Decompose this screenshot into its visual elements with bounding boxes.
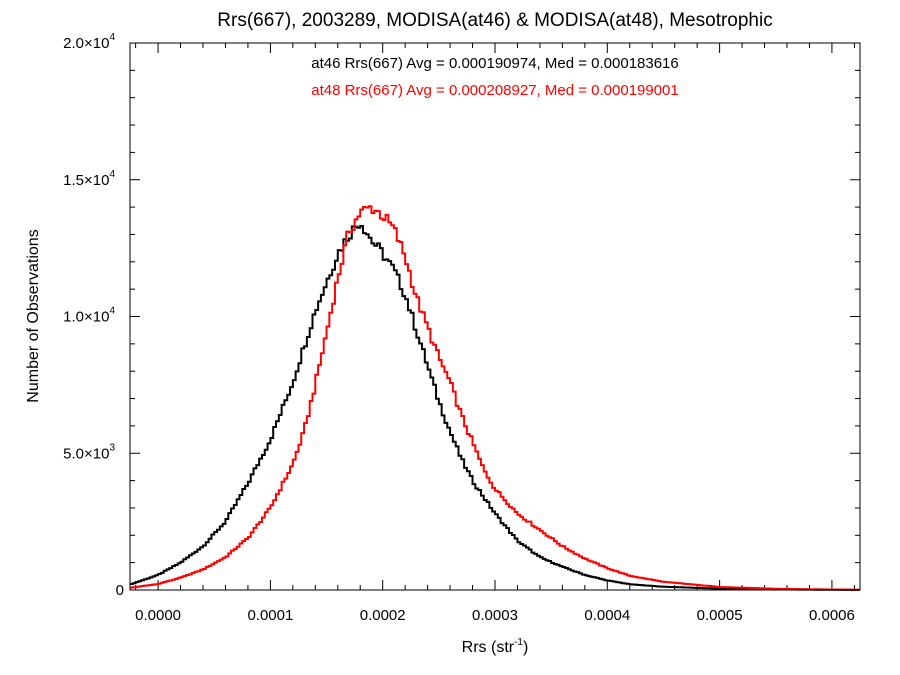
y-tick-label: 0 bbox=[116, 582, 124, 599]
x-axis-label-tail: ) bbox=[523, 639, 528, 656]
x-axis-label-sup: -1 bbox=[514, 637, 523, 648]
x-tick-label: 0.0006 bbox=[809, 607, 855, 624]
x-tick-label: 0.0002 bbox=[360, 607, 406, 624]
y-axis-label: Number of Observations bbox=[25, 229, 42, 402]
y-tick-label: 2.0×104 bbox=[63, 32, 115, 52]
x-tick-label: 0.0000 bbox=[135, 607, 181, 624]
series-line-2 bbox=[130, 205, 860, 591]
series-layer bbox=[130, 205, 860, 591]
plot-frame bbox=[129, 42, 861, 591]
y-tick-label: 1.0×104 bbox=[63, 306, 115, 326]
axes: 0.0000 0.0001 0.0002 0.0003 0.0004 0.0005 0.00… bbox=[63, 32, 860, 624]
legend-entry-2: at48 Rrs(667) Avg = 0.000208927, Med = 0… bbox=[311, 82, 679, 99]
x-axis-label: Rrs (str-1) bbox=[462, 637, 529, 656]
x-tick-label: 0.0001 bbox=[247, 607, 293, 624]
y-tick-label: 1.5×104 bbox=[63, 169, 115, 189]
series-line-1 bbox=[130, 225, 860, 591]
x-tick-label: 0.0005 bbox=[697, 607, 743, 624]
x-tick-label: 0.0004 bbox=[584, 607, 630, 624]
y-tick-label: 5.0×103 bbox=[63, 442, 115, 462]
chart-title: Rrs(667), 2003289, MODISA(at46) & MODISA… bbox=[217, 10, 772, 31]
x-tick-label: 0.0003 bbox=[472, 607, 518, 624]
x-axis-label-main: Rrs (str bbox=[462, 639, 515, 656]
legend-entry-1: at46 Rrs(667) Avg = 0.000190974, Med = 0… bbox=[311, 55, 679, 72]
legend: at46 Rrs(667) Avg = 0.000190974, Med = 0… bbox=[311, 55, 679, 99]
